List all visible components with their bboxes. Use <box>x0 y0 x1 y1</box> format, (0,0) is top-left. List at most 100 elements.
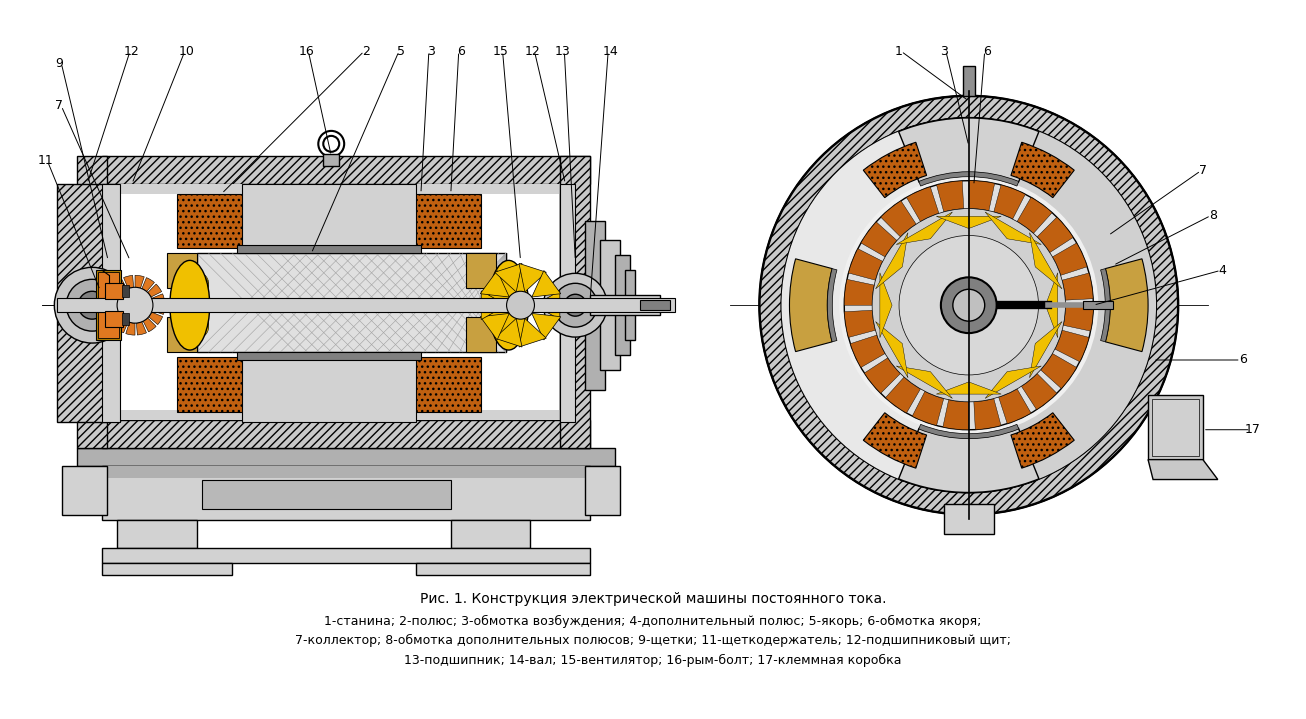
Text: 16: 16 <box>299 45 315 58</box>
Wedge shape <box>827 269 837 342</box>
Polygon shape <box>518 319 546 347</box>
Circle shape <box>78 291 106 319</box>
Wedge shape <box>1105 259 1148 352</box>
Bar <box>626 270 635 340</box>
Wedge shape <box>865 358 900 393</box>
Bar <box>167 317 197 352</box>
Wedge shape <box>1055 330 1089 362</box>
Circle shape <box>185 274 209 298</box>
Bar <box>176 357 266 412</box>
Circle shape <box>494 306 517 329</box>
Bar <box>390 193 481 249</box>
Text: 7: 7 <box>1199 164 1207 177</box>
Wedge shape <box>107 285 121 298</box>
Circle shape <box>494 312 517 336</box>
Polygon shape <box>936 382 1002 394</box>
Bar <box>590 296 660 315</box>
Bar <box>466 253 495 288</box>
Bar <box>167 253 197 288</box>
Polygon shape <box>495 263 522 292</box>
Circle shape <box>185 290 209 315</box>
Text: 10: 10 <box>179 45 195 58</box>
Text: 6: 6 <box>457 45 465 58</box>
Wedge shape <box>151 294 165 304</box>
Polygon shape <box>896 366 952 398</box>
Circle shape <box>185 296 209 320</box>
Bar <box>390 357 481 412</box>
Circle shape <box>494 309 517 333</box>
Bar <box>242 183 415 249</box>
Wedge shape <box>844 279 874 305</box>
Wedge shape <box>1063 305 1093 331</box>
Bar <box>63 466 107 516</box>
Bar <box>77 156 107 448</box>
Text: 1-станина; 2-полюс; 3-обмотка возбуждения; 4-дополнительный полюс; 5-якорь; 6-об: 1-станина; 2-полюс; 3-обмотка возбуждени… <box>324 615 982 628</box>
Text: 14: 14 <box>602 45 618 58</box>
Text: 13: 13 <box>555 45 571 58</box>
Text: 6: 6 <box>1239 354 1247 367</box>
Wedge shape <box>135 275 144 288</box>
Wedge shape <box>1062 273 1093 300</box>
Bar <box>324 154 340 166</box>
Bar <box>104 311 123 327</box>
Circle shape <box>494 278 517 301</box>
Circle shape <box>319 131 345 157</box>
Circle shape <box>494 272 517 296</box>
Bar <box>615 255 629 355</box>
Polygon shape <box>936 216 1002 229</box>
Circle shape <box>185 309 209 333</box>
Polygon shape <box>481 313 509 340</box>
Circle shape <box>760 96 1178 514</box>
Wedge shape <box>1053 243 1087 275</box>
Bar <box>102 156 590 183</box>
Polygon shape <box>481 291 507 319</box>
Wedge shape <box>1011 142 1075 198</box>
Circle shape <box>185 306 209 329</box>
Bar <box>104 283 123 299</box>
Wedge shape <box>969 118 1156 493</box>
Bar <box>451 521 530 549</box>
Bar <box>98 273 119 338</box>
Circle shape <box>185 286 209 310</box>
Circle shape <box>554 283 597 327</box>
Bar <box>77 448 615 466</box>
Polygon shape <box>985 366 1041 398</box>
Wedge shape <box>116 319 128 333</box>
Text: 12: 12 <box>525 45 541 58</box>
Circle shape <box>840 175 1098 435</box>
Wedge shape <box>999 389 1030 423</box>
Text: 5: 5 <box>397 45 405 58</box>
Polygon shape <box>1029 233 1062 289</box>
Circle shape <box>185 312 209 336</box>
Wedge shape <box>1101 269 1110 342</box>
Bar <box>640 301 670 310</box>
Polygon shape <box>985 212 1041 244</box>
Text: 1: 1 <box>895 45 902 58</box>
Bar <box>102 549 590 563</box>
Polygon shape <box>532 270 560 297</box>
Wedge shape <box>880 201 916 237</box>
Wedge shape <box>899 428 1040 493</box>
Circle shape <box>543 273 607 337</box>
Bar <box>585 466 620 516</box>
Polygon shape <box>1148 459 1217 480</box>
Text: 7: 7 <box>55 99 63 112</box>
Bar <box>121 285 129 297</box>
Wedge shape <box>1041 354 1076 388</box>
Circle shape <box>67 279 118 331</box>
Polygon shape <box>481 270 509 297</box>
Wedge shape <box>919 424 1019 439</box>
Polygon shape <box>875 233 908 289</box>
Wedge shape <box>885 377 921 413</box>
Circle shape <box>940 278 996 333</box>
Wedge shape <box>125 322 135 335</box>
Wedge shape <box>108 313 123 326</box>
Circle shape <box>494 281 517 305</box>
Wedge shape <box>861 222 897 257</box>
Text: 11: 11 <box>38 155 54 168</box>
Wedge shape <box>106 306 119 316</box>
Circle shape <box>185 278 209 301</box>
Polygon shape <box>896 212 952 244</box>
Polygon shape <box>495 319 522 347</box>
Wedge shape <box>789 259 832 352</box>
